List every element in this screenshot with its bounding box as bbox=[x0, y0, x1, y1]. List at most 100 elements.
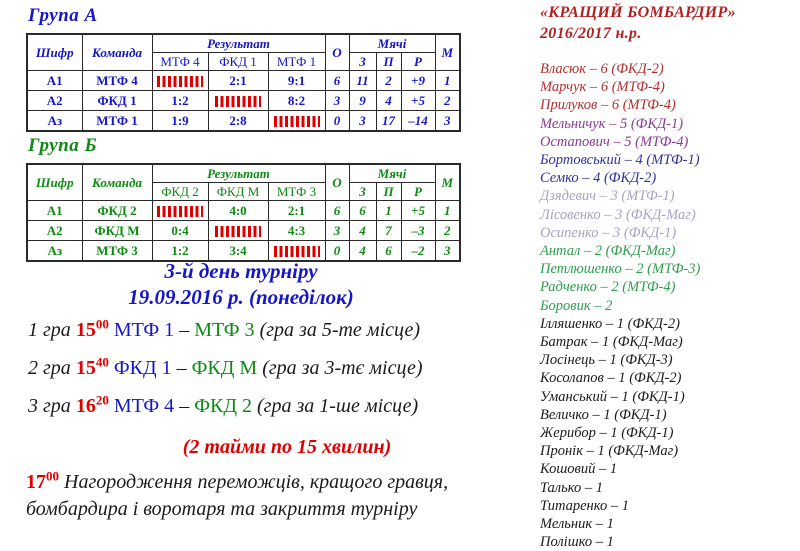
points-cell: 0 bbox=[324, 240, 350, 262]
result-cell: 4:0 bbox=[207, 200, 269, 221]
group-b-table: Шифр Команда Результат О Мячі М ФКД 2 ФК… bbox=[26, 163, 461, 262]
scorer-item: Мельничук – 5 (ФКД-1) bbox=[540, 115, 684, 132]
diff-cell: –3 bbox=[400, 220, 436, 241]
points-cell: 6 bbox=[324, 200, 350, 221]
away-team: ФКД 2 bbox=[194, 395, 252, 417]
table-row: Аз МТФ 3 1:2 3:4 0 4 6 –2 3 bbox=[26, 240, 461, 262]
opponent-header: МТФ 3 bbox=[267, 182, 326, 201]
scorer-item: Уманський – 1 (ФКД-1) bbox=[540, 388, 685, 405]
conceded-cell: 4 bbox=[375, 90, 402, 111]
away-team: ФКД М bbox=[191, 357, 258, 379]
scorer-item: Петлюшенко – 2 (МТФ-3) bbox=[540, 261, 701, 278]
halves-note: (2 тайми по 15 хвилин) bbox=[182, 436, 392, 458]
result-cell: 4:3 bbox=[267, 220, 326, 241]
scorer-item: Ілляшенко – 1 (ФКД-2) bbox=[540, 315, 680, 332]
diagonal-hatch bbox=[157, 76, 203, 87]
team-code-cell: А1 bbox=[26, 200, 83, 221]
opponent-header: МТФ 1 bbox=[267, 52, 326, 71]
place-cell: 2 bbox=[434, 220, 461, 241]
place-cell: 2 bbox=[434, 90, 461, 111]
diagonal-hatch bbox=[273, 116, 320, 127]
col-header-place: М bbox=[434, 33, 461, 71]
diagonal-hatch bbox=[273, 246, 320, 257]
scorer-item: Бортовський – 4 (МТФ-1) bbox=[540, 152, 700, 169]
col-header-result: Результат bbox=[151, 163, 326, 183]
game-time: 1620 bbox=[75, 392, 109, 417]
col-header-code: Шифр bbox=[26, 163, 83, 201]
col-header-points: О bbox=[324, 163, 350, 201]
scorer-item: Осипенко – 3 (ФКД-1) bbox=[540, 224, 677, 241]
team-name-cell: ФКД М bbox=[81, 220, 153, 241]
team-code-cell: Аз bbox=[26, 240, 83, 262]
game-line: 3 гра 1620 МТФ 4 – ФКД 2 (гра за 1-ше мі… bbox=[28, 392, 467, 417]
game-time: 1500 bbox=[75, 316, 109, 341]
col-header-result: Результат bbox=[151, 33, 326, 53]
scorer-item: Титаренко – 1 bbox=[540, 497, 629, 514]
game-time: 1540 bbox=[75, 354, 109, 379]
diagonal-hatch bbox=[157, 206, 203, 217]
result-cell: 1:2 bbox=[151, 90, 209, 111]
team-name-cell: МТФ 3 bbox=[81, 240, 153, 262]
points-cell: 0 bbox=[324, 110, 350, 132]
opponent-header: МТФ 4 bbox=[151, 52, 209, 71]
scorer-item: Марчук – 6 (МТФ-4) bbox=[540, 79, 665, 96]
scorer-item: Полішко – 1 bbox=[540, 534, 614, 551]
col-header-diff: Р bbox=[400, 182, 436, 201]
team-code-cell: Аз bbox=[26, 110, 83, 132]
conceded-cell: 1 bbox=[375, 200, 402, 221]
place-cell: 1 bbox=[434, 70, 461, 91]
table-row: А1 МТФ 4 2:1 9:1 6 11 2 +9 1 bbox=[26, 70, 461, 91]
col-header-points: О bbox=[324, 33, 350, 71]
closing-time: 1700 bbox=[26, 468, 59, 493]
self-match-cell bbox=[207, 90, 269, 111]
scorer-item: Власюк – 6 (ФКД-2) bbox=[540, 61, 664, 77]
scorer-item: Прилуков – 6 (МТФ-4) bbox=[540, 97, 676, 114]
self-match-cell bbox=[151, 70, 209, 91]
scorer-item: Талько – 1 bbox=[540, 479, 603, 496]
place-cell: 3 bbox=[434, 110, 461, 132]
scorer-item: Лісовенко – 3 (ФКД-Маг) bbox=[540, 206, 696, 223]
scorer-item: Батрак – 1 (ФКД-Маг) bbox=[540, 334, 683, 351]
scored-cell: 4 bbox=[348, 220, 377, 241]
team-name-cell: ФКД 1 bbox=[81, 90, 153, 111]
game-number: 2 гра bbox=[28, 357, 71, 379]
points-cell: 3 bbox=[324, 220, 350, 241]
scorer-item: Косолапов – 1 (ФКД-2) bbox=[540, 370, 682, 387]
self-match-cell bbox=[151, 200, 209, 221]
result-cell: 2:8 bbox=[207, 110, 269, 132]
top-scorers-title-line1: «КРАЩИЙ БОМБАРДИР» bbox=[540, 4, 736, 21]
place-cell: 1 bbox=[434, 200, 461, 221]
top-scorers-list: Власюк – 6 (ФКД-2) Марчук – 6 (МТФ-4) Пр… bbox=[540, 60, 796, 551]
game-line: 1 гра 1500 МТФ 1 – МТФ 3 (гра за 5-те мі… bbox=[28, 316, 467, 341]
home-team: МТФ 1 bbox=[113, 319, 175, 341]
col-header-place: М bbox=[434, 163, 461, 201]
table-header-row: Шифр Команда Результат О Мячі М bbox=[26, 33, 461, 71]
diagonal-hatch bbox=[215, 226, 261, 237]
diff-cell: +5 bbox=[400, 90, 436, 111]
conceded-cell: 17 bbox=[375, 110, 402, 132]
scorer-item: Пронік – 1 (ФКД-Маг) bbox=[540, 443, 679, 460]
vs-dash: – bbox=[179, 395, 190, 417]
game-note: (гра за 1-ше місце) bbox=[256, 395, 419, 417]
game-note: (гра за 5-те місце) bbox=[259, 319, 421, 341]
result-cell: 9:1 bbox=[267, 70, 326, 91]
game-line: 2 гра 1540 ФКД 1 – ФКД М (гра за 3-тє мі… bbox=[28, 354, 467, 379]
games-list: 1 гра 1500 МТФ 1 – МТФ 3 (гра за 5-те мі… bbox=[15, 316, 467, 417]
game-note: (гра за 3-тє місце) bbox=[262, 357, 423, 379]
place-cell: 3 bbox=[434, 240, 461, 262]
points-cell: 3 bbox=[324, 90, 350, 111]
col-header-team: Команда bbox=[81, 33, 153, 71]
result-cell: 1:9 bbox=[151, 110, 209, 132]
table-header-row: Шифр Команда Результат О Мячі М bbox=[26, 163, 461, 201]
table-row: Аз МТФ 1 1:9 2:8 0 3 17 –14 3 bbox=[26, 110, 461, 132]
top-scorers-section: «КРАЩИЙ БОМБАРДИР» 2016/2017 н.р. Власюк… bbox=[540, 2, 796, 551]
scorer-item: Остапович – 5 (МТФ-4) bbox=[540, 133, 689, 150]
diff-cell: +5 bbox=[400, 200, 436, 221]
opponent-header: ФКД М bbox=[207, 182, 269, 201]
self-match-cell bbox=[207, 220, 269, 241]
table-row: А2 ФКД 1 1:2 8:2 3 9 4 +5 2 bbox=[26, 90, 461, 111]
scorer-item: Величко – 1 (ФКД-1) bbox=[540, 406, 667, 423]
scorer-item: Боровик – 2 bbox=[540, 297, 613, 314]
team-name-cell: ФКД 2 bbox=[81, 200, 153, 221]
team-code-cell: А1 bbox=[26, 70, 83, 91]
